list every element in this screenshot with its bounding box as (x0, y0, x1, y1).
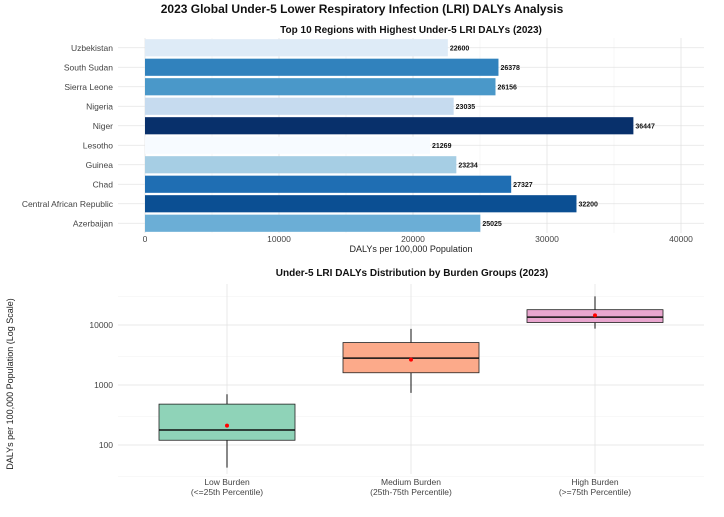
box-category-label: Medium Burden (381, 477, 441, 487)
bar-value-label: 26156 (497, 84, 517, 91)
box-category-label: High Burden (571, 477, 619, 487)
bar (145, 136, 431, 154)
box-plot-boxes (158, 296, 664, 468)
box-rect (158, 403, 296, 441)
bar-category-label: Chad (93, 179, 114, 189)
box-plot-y-axis-label: DALYs per 100,000 Population (Log Scale) (5, 298, 15, 469)
bar-chart-value-labels: 22600 26378 26156 23035 36447 21269 23234 27327… (432, 45, 655, 228)
bar-value-label: 21269 (432, 143, 452, 150)
box-plot-panel: Under-5 LRI DALYs Distribution by Burden… (5, 268, 704, 497)
bar-value-label: 36447 (635, 123, 655, 130)
bar-category-label: Azerbaijan (73, 218, 113, 228)
bar (145, 78, 496, 96)
box-group (526, 296, 664, 329)
bar (145, 97, 454, 115)
bar (145, 214, 481, 232)
bar-x-tick-label: 0 (143, 234, 148, 244)
bar-x-tick-label: 10000 (267, 234, 291, 244)
box-plot-y-tick-labels: 100 1000 10000 (89, 320, 113, 450)
box-y-tick-label: 100 (99, 440, 113, 450)
bar-chart-x-axis-label: DALYs per 100,000 Population (350, 244, 473, 254)
bar-category-label: Nigeria (86, 101, 113, 111)
bar-category-label: South Sudan (64, 62, 113, 72)
bar-value-label: 27327 (513, 182, 533, 189)
bar (145, 156, 457, 174)
bar (145, 39, 448, 57)
bar-chart-x-tick-labels: 0 10000 20000 30000 40000 (143, 234, 693, 244)
box-group (342, 328, 480, 393)
box-y-tick-label: 10000 (89, 320, 113, 330)
bar-chart-bars (145, 39, 634, 232)
bar-value-label: 25025 (482, 221, 502, 228)
box-mean-marker (225, 423, 229, 428)
bar-category-label: Niger (93, 121, 113, 131)
bar-value-label: 22600 (450, 45, 470, 52)
bar-chart-title: Top 10 Regions with Highest Under-5 LRI … (280, 25, 542, 36)
bar-value-label: 26378 (500, 65, 520, 72)
bar-chart-panel: Top 10 Regions with Highest Under-5 LRI … (22, 25, 704, 254)
bar-value-label: 32200 (578, 201, 598, 208)
bar-x-tick-label: 20000 (401, 234, 425, 244)
bar-category-label: Uzbekistan (71, 43, 113, 53)
bar-value-label: 23035 (456, 104, 476, 111)
box-plot-title: Under-5 LRI DALYs Distribution by Burden… (276, 268, 548, 279)
bar-category-label: Sierra Leone (64, 82, 113, 92)
box-mean-marker (593, 313, 597, 318)
box-plot-category-labels: Low Burden(<=25th Percentile) Medium Burd… (191, 477, 631, 497)
bar (145, 117, 634, 135)
bar-chart-category-labels: Uzbekistan South Sudan Sierra Leone Nigeria… (22, 43, 114, 229)
bar-value-label: 23234 (458, 162, 478, 169)
bar-x-tick-label: 40000 (669, 234, 693, 244)
bar (145, 58, 499, 76)
box-group (158, 394, 296, 468)
page-title: 2023 Global Under-5 Lower Respiratory In… (161, 2, 564, 16)
bar-category-label: Central African Republic (22, 199, 114, 209)
box-category-label: (>=75th Percentile) (559, 487, 631, 497)
box-category-label: (25th-75th Percentile) (370, 487, 452, 497)
box-mean-marker (409, 357, 413, 362)
box-category-label: Low Burden (204, 477, 250, 487)
bar (145, 175, 512, 193)
box-y-tick-label: 1000 (94, 380, 113, 390)
bar-category-label: Lesotho (83, 140, 114, 150)
bar-category-label: Guinea (86, 160, 114, 170)
bar-x-tick-label: 30000 (535, 234, 559, 244)
box-category-label: (<=25th Percentile) (191, 487, 263, 497)
bar (145, 195, 577, 213)
